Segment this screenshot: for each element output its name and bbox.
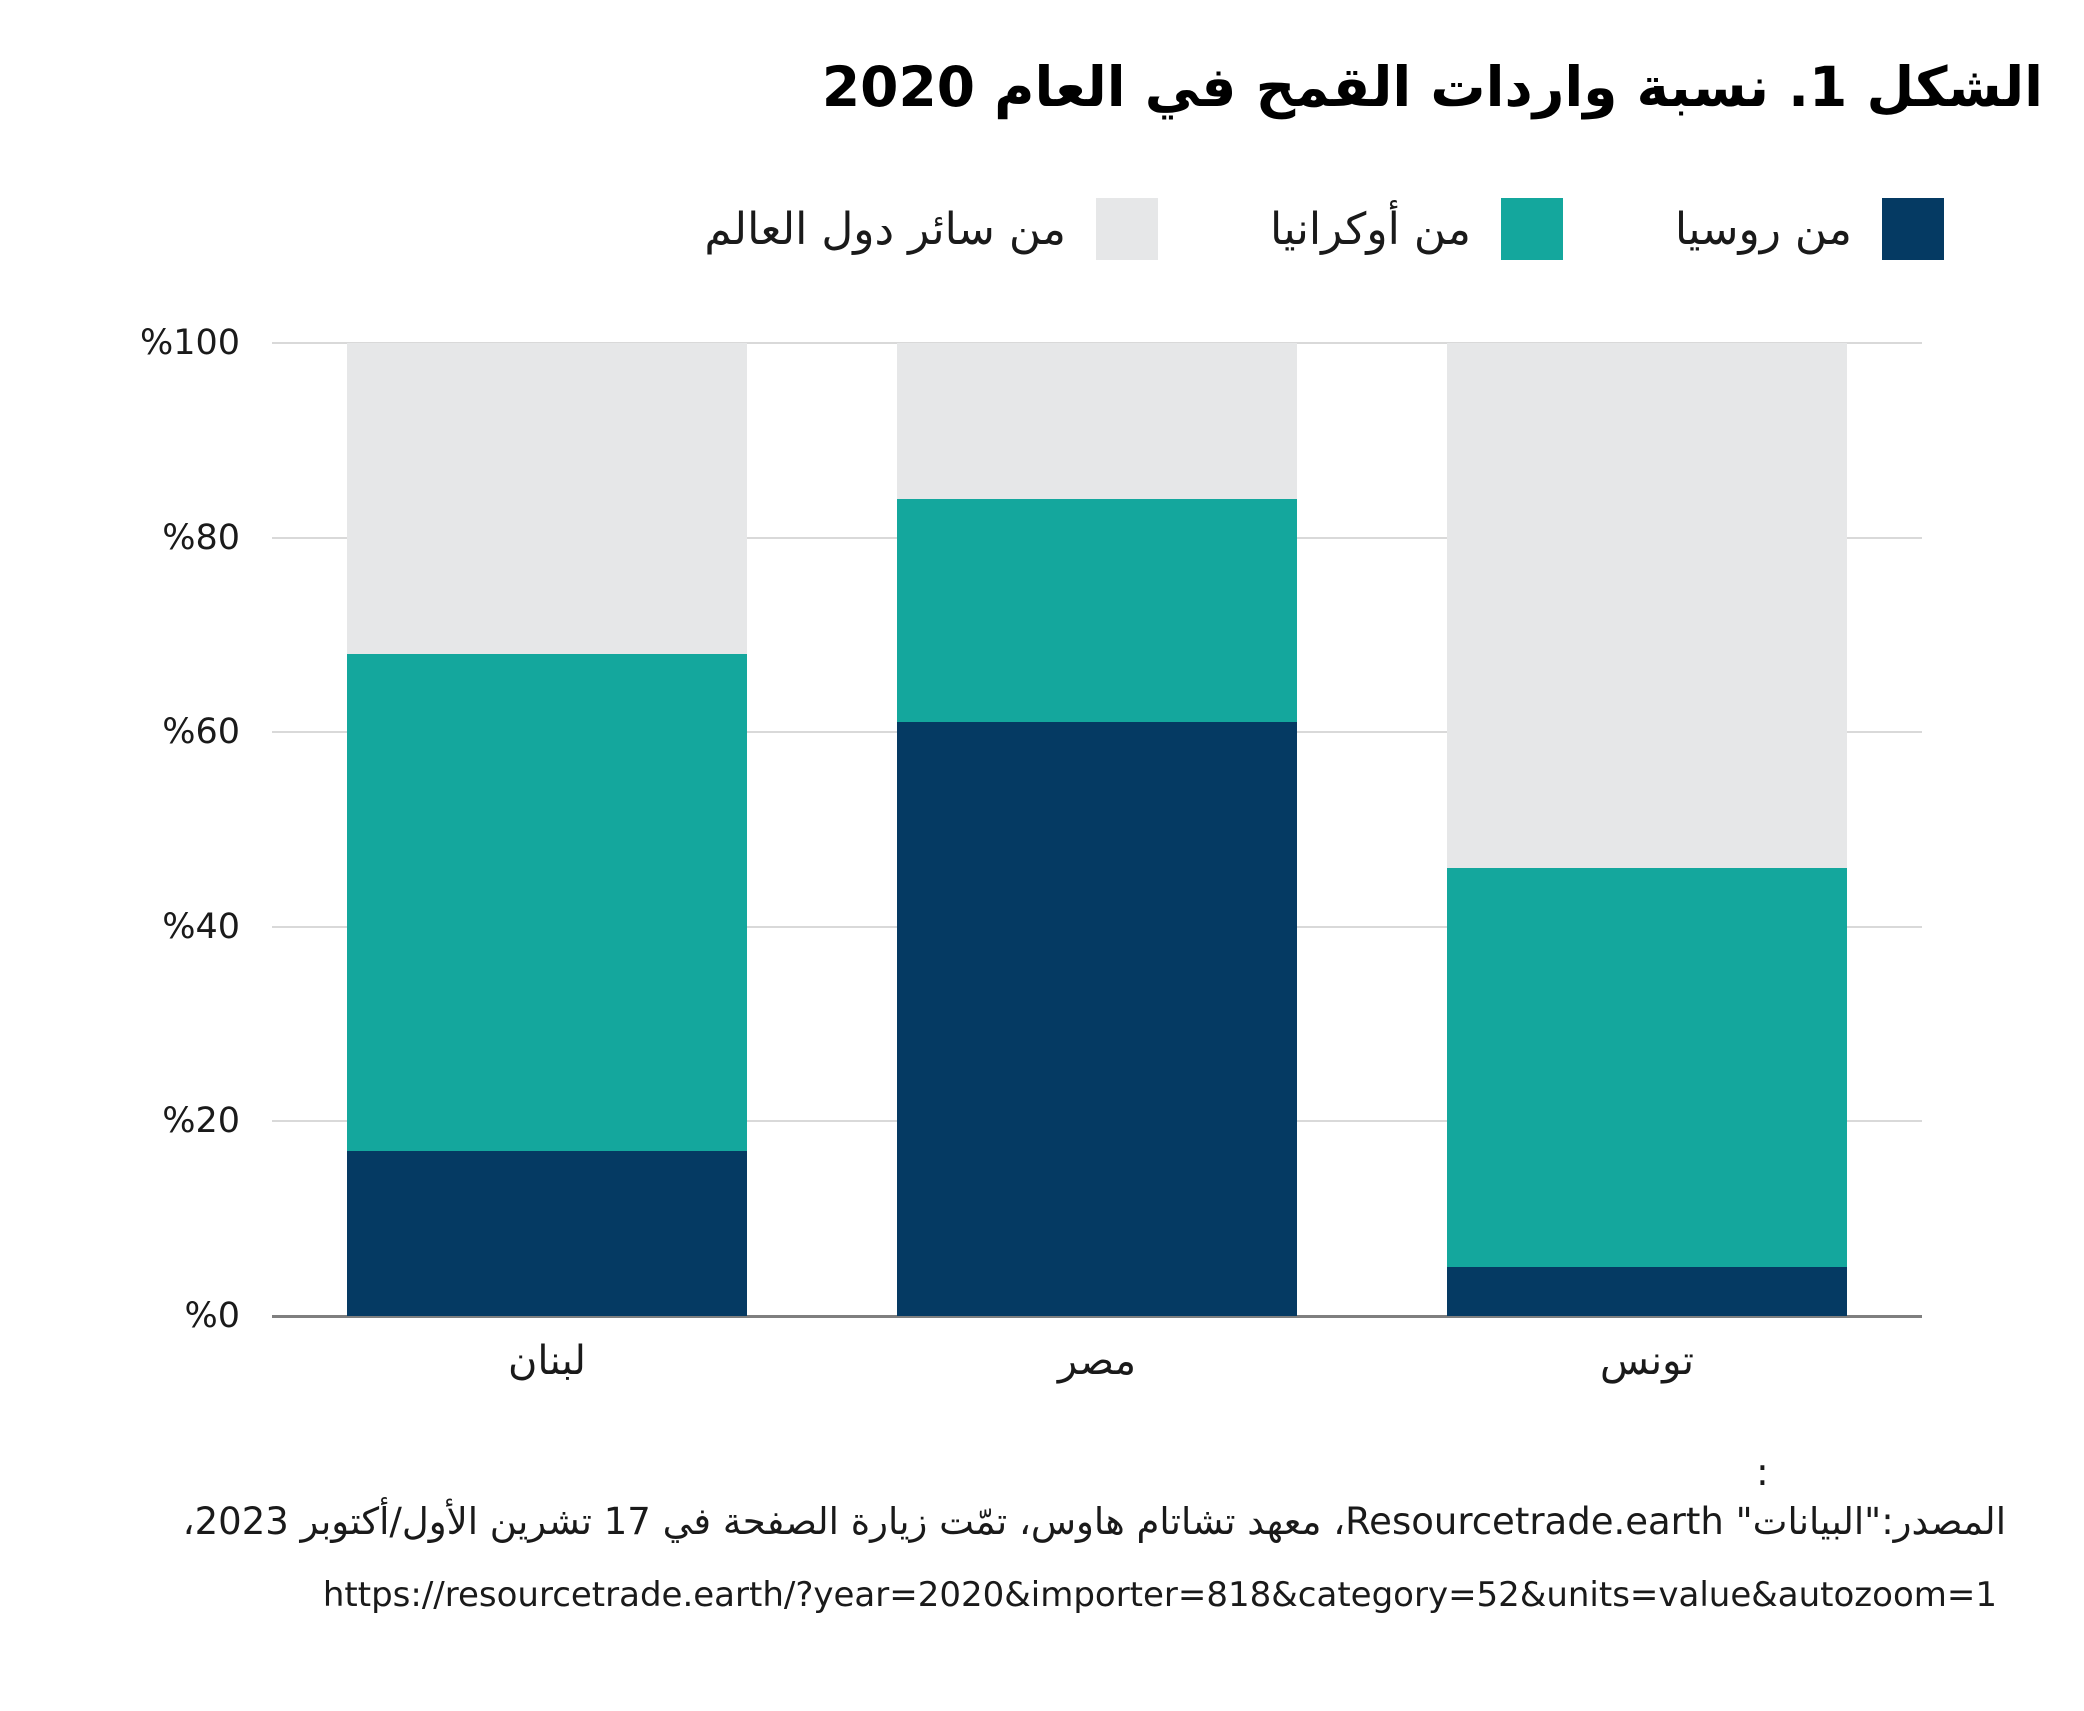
chart-legend: من روسيا من أوكرانيا من سائر دول العالم <box>704 198 1944 260</box>
legend-item: من روسيا <box>1675 198 1944 260</box>
y-axis-tick-label: %20 <box>162 1101 240 1142</box>
x-axis-category-label: تونس <box>1600 1338 1694 1384</box>
plot-area <box>272 342 1922 1318</box>
y-axis-tick-label: %0 <box>184 1296 240 1336</box>
legend-label: من روسيا <box>1674 203 1852 255</box>
bar-segment <box>347 1150 747 1316</box>
bar-segment <box>897 343 1297 499</box>
source-url: https://resourcetrade.earth/?year=2020&i… <box>322 1575 1997 1615</box>
x-axis-category-label: مصر <box>1057 1338 1137 1384</box>
legend-label: من سائر دول العالم <box>704 203 1066 255</box>
bar-segment <box>1447 343 1847 869</box>
legend-swatch <box>1882 198 1944 260</box>
chart-title: الشكل 1. نسبة واردات القمح في العام 2020 <box>821 55 2043 119</box>
y-axis-tick-label: %60 <box>162 712 240 753</box>
bar-segment <box>1447 868 1847 1268</box>
bar-segment <box>1447 1267 1847 1316</box>
source-note: المصدر:"البيانات" Resourcetrade.earth، م… <box>182 1500 2006 1543</box>
x-axis-category-label: لبنان <box>508 1338 586 1384</box>
gridline <box>272 342 1922 344</box>
y-axis-tick-label: %80 <box>162 517 240 558</box>
bar-segment <box>347 343 747 655</box>
stray-colon-mark: : <box>1756 1450 1769 1494</box>
legend-item: من أوكرانيا <box>1270 198 1563 260</box>
legend-swatch <box>1095 198 1158 260</box>
legend-swatch <box>1500 198 1563 260</box>
x-axis-line <box>272 1315 1922 1318</box>
bar-segment <box>897 498 1297 723</box>
y-axis-tick-label: %100 <box>139 323 240 363</box>
bar-segment <box>897 722 1297 1316</box>
legend-label: من أوكرانيا <box>1269 203 1471 255</box>
legend-item: من سائر دول العالم <box>704 198 1158 260</box>
bar-segment <box>347 654 747 1151</box>
y-axis-tick-label: %40 <box>162 906 240 947</box>
